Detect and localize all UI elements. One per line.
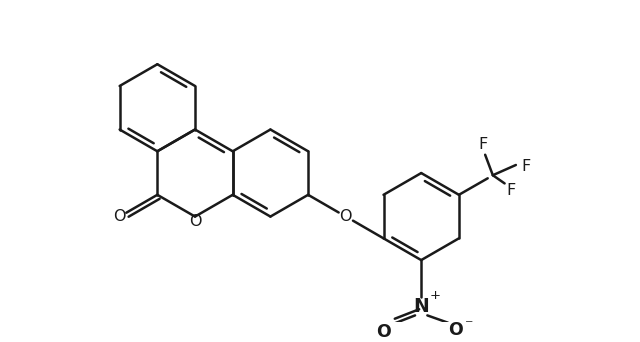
Text: O: O bbox=[189, 214, 202, 229]
Text: +: + bbox=[430, 289, 441, 302]
Text: O: O bbox=[113, 209, 126, 224]
Text: N: N bbox=[413, 297, 429, 316]
Text: O: O bbox=[448, 321, 463, 339]
Text: F: F bbox=[522, 158, 531, 173]
Text: O: O bbox=[340, 209, 352, 224]
Text: ⁻: ⁻ bbox=[465, 317, 474, 332]
Text: F: F bbox=[478, 137, 487, 152]
Text: F: F bbox=[506, 183, 515, 198]
Text: O: O bbox=[376, 323, 391, 341]
